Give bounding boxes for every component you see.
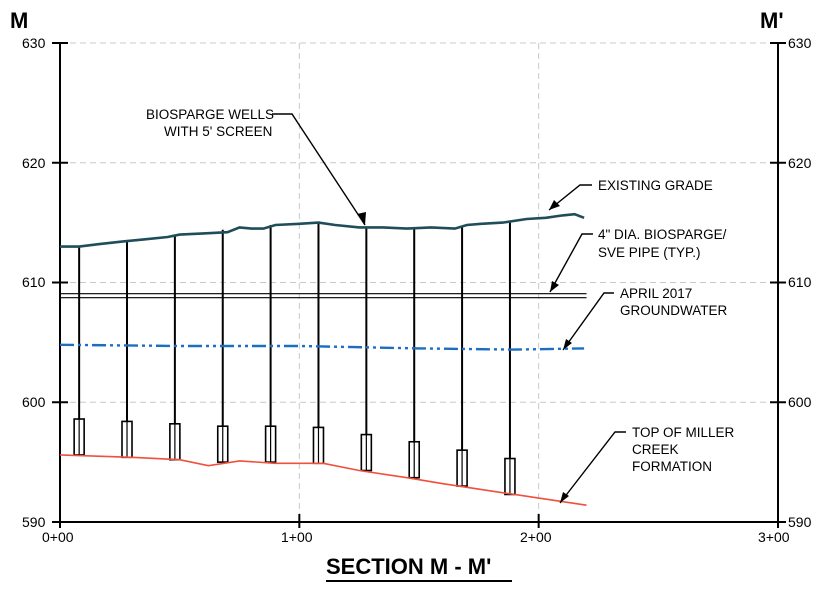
section-end-label: M' <box>760 8 784 33</box>
leader-miller-creek <box>559 431 626 504</box>
left-tick-label-620: 620 <box>22 155 46 171</box>
x-tick-label-200: 2+00 <box>520 529 552 545</box>
annotation-miller-creek-line1: TOP OF MILLER <box>632 425 735 440</box>
annotation-miller-creek-line2: CREEK <box>632 442 679 457</box>
annotation-biosparge-wells-line1: BIOSPARGE WELLS <box>146 107 274 122</box>
annotation-groundwater-line1: APRIL 2017 <box>620 286 692 301</box>
section-start-label: M <box>10 8 28 33</box>
left-tick-label-590: 590 <box>22 514 46 530</box>
annotation-miller-creek: TOP OF MILLER CREEK FORMATION <box>559 425 735 504</box>
leader-existing-grade <box>548 184 592 211</box>
leader-pipe-arrow <box>550 281 559 292</box>
annotation-existing-grade: EXISTING GRADE <box>548 178 713 211</box>
x-tick-label-300: 3+00 <box>758 529 790 545</box>
grade-line <box>60 212 585 248</box>
leader-biosparge-wells <box>272 113 366 226</box>
left-tick-label-600: 600 <box>22 394 46 410</box>
x-tick-label-100: 1+00 <box>281 529 313 545</box>
leader-biosparge-wells-arrow <box>357 212 366 225</box>
annotation-miller-creek-line3: FORMATION <box>632 459 712 474</box>
right-tick-label-590: 590 <box>788 514 812 530</box>
right-tick-label-600: 600 <box>788 394 812 410</box>
left-tick-label-610: 610 <box>22 274 46 290</box>
left-tick-label-630: 630 <box>22 35 46 51</box>
biosparge-wells <box>73 221 516 496</box>
formation-line <box>59 454 587 506</box>
annotation-pipe-line1: 4" DIA. BIOSPARGE/ <box>598 227 727 242</box>
section-lines <box>59 212 587 506</box>
leader-groundwater <box>562 292 614 351</box>
leader-miller-creek-arrow <box>560 492 569 503</box>
right-tick-label-620: 620 <box>788 155 812 171</box>
groundwater-line <box>59 343 585 351</box>
right-tick-label-630: 630 <box>788 35 812 51</box>
x-tick-label-0: 0+00 <box>42 529 74 545</box>
annotation-groundwater: APRIL 2017 GROUNDWATER <box>562 286 727 351</box>
leader-pipe <box>549 233 593 293</box>
annotation-pipe: 4" DIA. BIOSPARGE/ SVE PIPE (TYP.) <box>549 227 727 293</box>
annotation-existing-grade-line1: EXISTING GRADE <box>598 178 713 193</box>
annotation-biosparge-wells: BIOSPARGE WELLS WITH 5' SCREEN <box>146 107 366 226</box>
annotation-pipe-line2: SVE PIPE (TYP.) <box>598 245 701 260</box>
annotation-groundwater-line2: GROUNDWATER <box>620 303 727 318</box>
right-tick-label-610: 610 <box>788 274 812 290</box>
leader-groundwater-arrow <box>563 339 572 350</box>
section-title: SECTION M - M' <box>326 554 491 579</box>
annotation-biosparge-wells-line2: WITH 5' SCREEN <box>164 124 272 139</box>
leader-existing-grade-arrow <box>549 200 560 210</box>
axis-ticks <box>52 42 786 528</box>
